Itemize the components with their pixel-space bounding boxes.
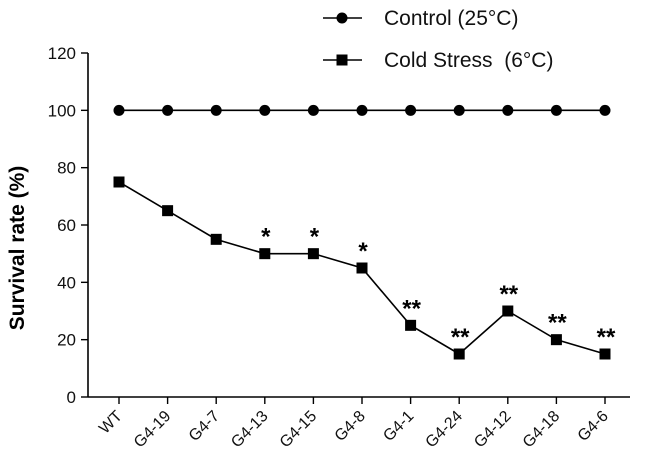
x-tick-label: G4-19 — [131, 408, 175, 452]
x-tick-label: G4-7 — [186, 408, 223, 445]
data-point-circle — [453, 104, 465, 116]
data-point-circle — [502, 104, 514, 116]
y-tick-label: 120 — [48, 44, 76, 63]
series-control — [113, 104, 611, 116]
data-point-circle — [259, 104, 271, 116]
data-point-square — [162, 205, 174, 217]
x-tick-label: G4-15 — [277, 408, 321, 452]
y-axis-label: Survival rate (%) — [6, 166, 29, 331]
x-tick-label: G4-18 — [520, 408, 564, 452]
data-point-square — [453, 348, 465, 360]
x-tick-label: G4-13 — [228, 408, 272, 452]
data-point-circle — [405, 104, 417, 116]
x-tick-label: G4-12 — [471, 408, 515, 452]
data-point-square — [210, 233, 222, 245]
data-point-circle — [307, 104, 319, 116]
data-point-circle — [599, 104, 611, 116]
significance-marker: ** — [451, 324, 470, 351]
data-point-square — [259, 248, 271, 260]
data-point-circle — [356, 104, 368, 116]
significance-annotations: * ************ — [261, 224, 616, 351]
y-axis: 0 20 40 60 80 100 120 — [48, 44, 89, 407]
significance-marker: * — [310, 224, 320, 251]
x-tick-label: WT — [96, 408, 126, 438]
data-point-square — [599, 348, 611, 360]
y-tick-label: 40 — [57, 273, 76, 292]
legend-label: Cold Stress (6°C) — [384, 49, 553, 72]
legend-item: Control (25°C) — [323, 7, 518, 30]
data-point-square — [356, 262, 368, 274]
y-tick-label: 0 — [67, 388, 76, 407]
x-axis: WT G4-19 G4-7 G4-13 G4-15 G4-8 G4-1 G4-24 G4-12 G… — [88, 396, 630, 452]
data-point-circle — [113, 104, 125, 116]
legend: Control (25°C) Cold Stress (6°C) — [323, 7, 553, 72]
x-tick-label: G4-1 — [380, 408, 417, 445]
x-tick-label: G4-8 — [332, 408, 369, 445]
legend-marker — [336, 54, 348, 66]
significance-marker: * — [358, 238, 368, 265]
y-tick-label: 20 — [57, 331, 76, 350]
series-cold-stress — [113, 176, 611, 360]
data-point-circle — [162, 104, 174, 116]
significance-marker: ** — [499, 281, 518, 308]
data-point-square — [405, 319, 417, 331]
data-point-square — [502, 305, 514, 317]
legend-item: Cold Stress (6°C) — [323, 49, 553, 72]
series-layer — [113, 104, 611, 360]
data-point-square — [307, 248, 319, 260]
y-tick-label: 60 — [57, 216, 76, 235]
data-point-square — [550, 334, 562, 346]
legend-label: Control (25°C) — [384, 7, 518, 30]
legend-marker — [336, 12, 348, 24]
x-tick-label: G4-6 — [575, 408, 612, 445]
data-point-square — [113, 176, 125, 188]
data-point-circle — [550, 104, 562, 116]
data-point-circle — [210, 104, 222, 116]
significance-marker: ** — [402, 295, 421, 322]
significance-marker: * — [261, 224, 271, 251]
x-tick-label: G4-24 — [423, 408, 467, 452]
y-tick-label: 80 — [57, 159, 76, 178]
y-tick-label: 100 — [48, 101, 76, 120]
significance-marker: ** — [597, 324, 616, 351]
significance-marker: ** — [548, 310, 567, 337]
